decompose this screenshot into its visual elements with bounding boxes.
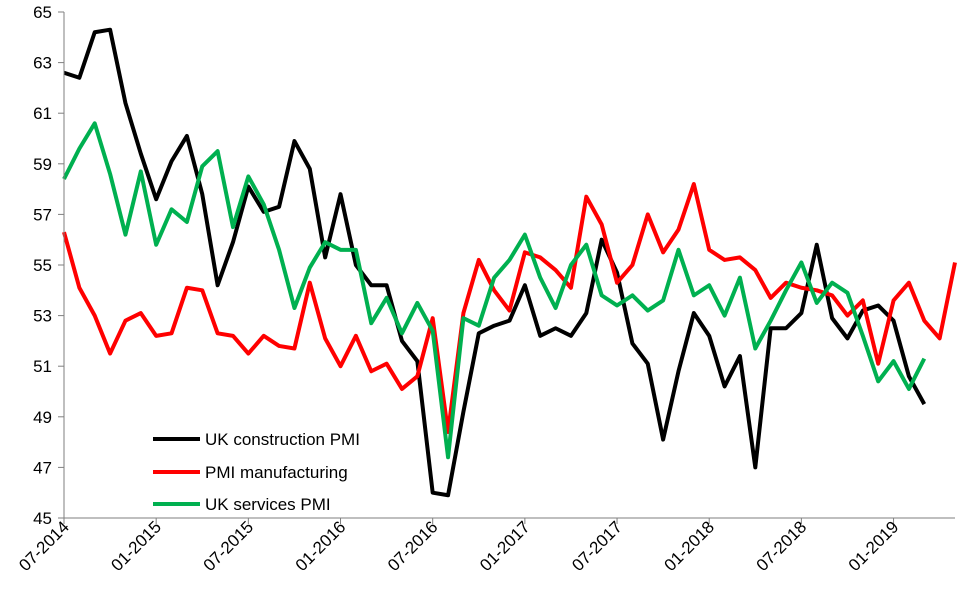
legend-label: PMI manufacturing — [205, 463, 348, 482]
y-tick-label: 57 — [33, 205, 52, 224]
x-tick-label: 07-2015 — [200, 517, 258, 575]
y-tick-label: 45 — [33, 509, 52, 528]
y-tick-label: 63 — [33, 54, 52, 73]
y-tick-label: 65 — [33, 3, 52, 22]
x-tick-label: 01-2019 — [845, 517, 903, 575]
x-tick-label: 01-2016 — [292, 517, 350, 575]
series-line-3 — [62, 121, 927, 460]
x-tick-label: 07-2016 — [384, 517, 442, 575]
y-tick-label: 49 — [33, 408, 52, 427]
x-tick-label: 01-2018 — [660, 517, 718, 575]
y-tick-layer: 45 47 49 51 53 55 57 59 61 63 65 — [33, 3, 64, 528]
y-tick-label: 47 — [33, 458, 52, 477]
legend-label: UK services PMI — [205, 495, 331, 514]
y-tick-label: 51 — [33, 357, 52, 376]
x-tick-layer: 07-2014 01-2015 07-2015 01-2016 07-2016 01-20… — [15, 517, 902, 575]
legend-label: UK construction PMI — [205, 430, 360, 449]
x-tick-label: 01-2015 — [107, 517, 165, 575]
y-tick-label: 55 — [33, 256, 52, 275]
x-tick-label: 07-2018 — [753, 517, 811, 575]
x-tick-label: 01-2017 — [476, 517, 534, 575]
y-tick-label: 59 — [33, 155, 52, 174]
y-tick-label: 61 — [33, 104, 52, 123]
y-tick-label: 53 — [33, 307, 52, 326]
legend: UK construction PMI PMI manufacturing UK s… — [153, 430, 360, 514]
series-line-2 — [62, 182, 957, 434]
x-tick-label: 07-2017 — [568, 517, 626, 575]
series-line-1 — [63, 27, 927, 498]
series-layer — [62, 27, 957, 498]
